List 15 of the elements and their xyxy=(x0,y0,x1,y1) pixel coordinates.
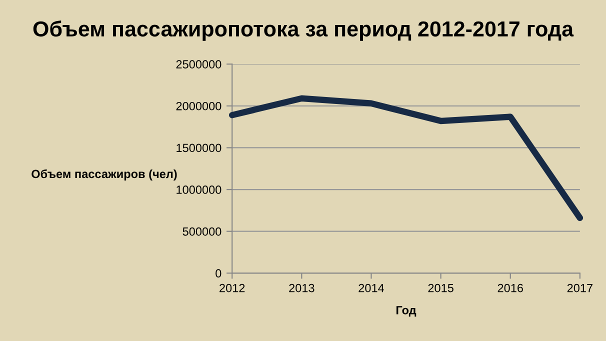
y-tick-label: 2500000 xyxy=(176,60,222,68)
y-tick-label: 0 xyxy=(216,269,222,278)
x-tick-label: 2013 xyxy=(289,284,314,292)
x-tick-label: 2016 xyxy=(498,284,523,292)
y-tick-label: 2000000 xyxy=(176,102,222,110)
y-tick-label: 1500000 xyxy=(176,144,222,152)
y-tick-label: 1000000 xyxy=(176,186,222,194)
x-tick-label: 2014 xyxy=(358,284,384,292)
x-tick-label: 2012 xyxy=(220,284,245,292)
x-axis-title: Год xyxy=(396,306,416,317)
x-tick-label: 2015 xyxy=(428,284,454,292)
x-tick-label: 2017 xyxy=(567,284,592,292)
y-tick-label: 500000 xyxy=(182,227,222,236)
y-axis-title: Объем пассажиров (чел) xyxy=(32,169,177,180)
chart-title: Объем пассажиропотока за период 2012-2017 года xyxy=(33,20,574,41)
